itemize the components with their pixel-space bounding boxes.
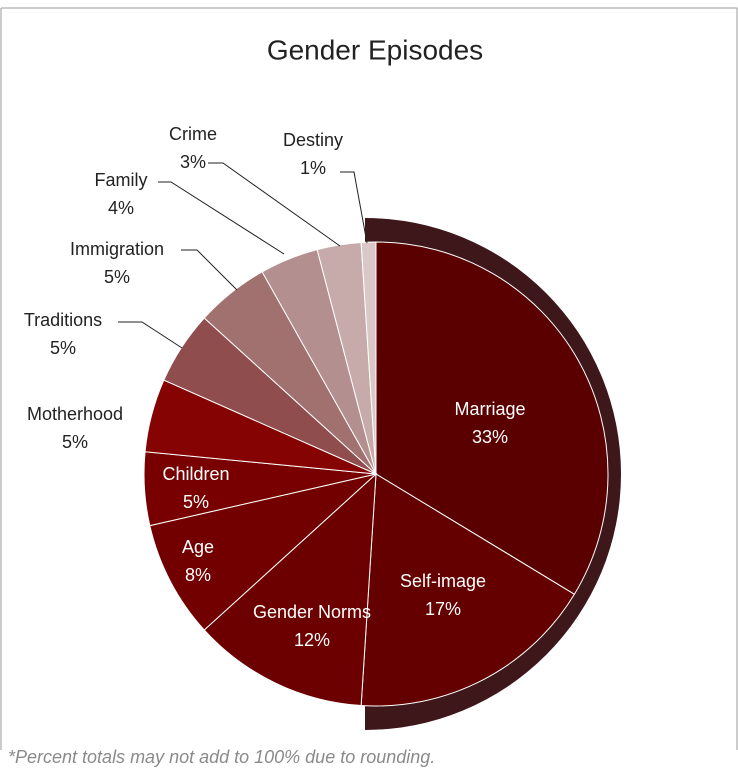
value-label: 33% [472,427,508,447]
frame [1,7,738,750]
pie [143,241,609,707]
slice-label: Self-image [400,571,486,591]
leader-line [181,249,238,291]
leader-line [208,162,341,247]
labels: Marriage 33% Self-image 17% Gender Norms 12% A… [24,124,526,650]
slice-label: Destiny [283,130,343,150]
pie-slice [375,241,609,595]
slice-label: Family [95,170,148,190]
value-label: 4% [108,198,134,218]
value-label: 3% [180,152,206,172]
slice-label: Age [182,537,214,557]
value-label: 5% [62,432,88,452]
footnote: *Percent totals may not add to 100% due … [8,747,435,767]
value-label: 5% [104,267,130,287]
pie-slice [360,473,576,707]
value-label: 17% [425,599,461,619]
value-label: 5% [50,338,76,358]
slice-label: Gender Norms [253,602,371,622]
value-label: 8% [185,565,211,585]
value-label: 1% [300,158,326,178]
slice-label: Children [162,464,229,484]
value-label: 12% [294,630,330,650]
slice-label: Traditions [24,310,102,330]
leader-line [158,181,285,255]
value-label: 5% [183,492,209,512]
leader-line [118,321,183,349]
chart-title: Gender Episodes [267,34,483,65]
slice-label: Motherhood [27,404,123,424]
slice-label: Immigration [70,239,164,259]
pie-slice [203,472,377,707]
slice-label: Marriage [454,399,525,419]
slice-label: Crime [169,124,217,144]
pie-slice [360,241,377,475]
leader-line [340,171,368,244]
